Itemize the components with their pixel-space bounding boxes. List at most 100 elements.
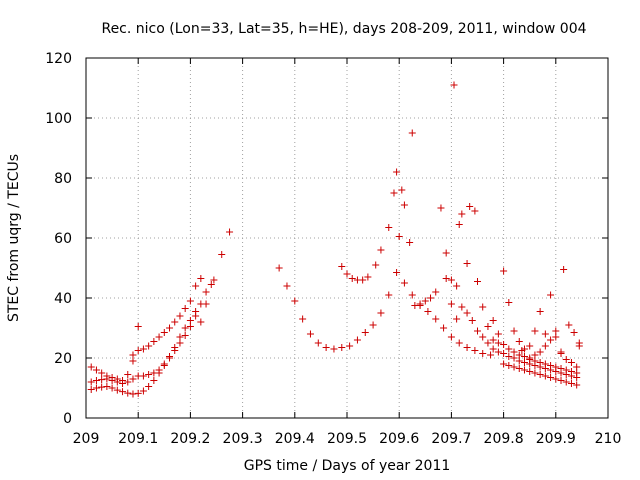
data-point <box>377 309 385 317</box>
data-point <box>536 359 544 366</box>
data-point <box>129 357 137 365</box>
data-point <box>531 357 539 365</box>
data-point <box>202 300 210 308</box>
data-point <box>330 345 338 353</box>
data-point <box>432 288 440 296</box>
data-point <box>98 369 106 377</box>
data-point <box>573 363 581 371</box>
data-point <box>453 315 461 323</box>
data-point <box>510 363 518 371</box>
x-tick-label: 209.3 <box>223 431 263 447</box>
data-point <box>489 317 497 324</box>
data-point <box>361 329 369 336</box>
data-point <box>541 372 549 380</box>
data-point <box>119 388 127 396</box>
data-point <box>322 344 330 351</box>
data-point <box>202 288 210 296</box>
data-point <box>369 321 377 329</box>
data-point <box>139 345 147 353</box>
data-point <box>346 342 354 350</box>
y-tick-label: 0 <box>63 411 72 427</box>
data-point <box>531 351 539 359</box>
data-point <box>406 239 414 246</box>
x-tick-label: 209.2 <box>170 431 210 447</box>
data-point <box>155 333 163 341</box>
data-point <box>520 366 528 374</box>
data-point <box>447 276 455 284</box>
data-point <box>124 378 132 386</box>
data-point <box>171 344 179 351</box>
data-point <box>166 324 174 332</box>
y-tick-label: 80 <box>54 171 72 187</box>
data-point <box>129 375 137 383</box>
data-point <box>562 378 570 386</box>
data-point <box>494 330 502 338</box>
data-point <box>134 323 142 330</box>
data-point <box>314 339 322 347</box>
data-point <box>283 282 291 290</box>
x-tick-label: 209.4 <box>275 431 315 447</box>
x-tick-label: 210 <box>595 431 622 447</box>
data-point <box>536 348 544 356</box>
data-point <box>408 129 416 137</box>
data-point <box>526 354 534 362</box>
data-point <box>108 374 116 381</box>
data-point <box>557 377 565 384</box>
data-point <box>479 333 487 341</box>
data-point <box>474 327 481 335</box>
data-point <box>565 321 573 329</box>
data-point <box>479 350 487 357</box>
data-point <box>197 318 205 326</box>
data-point <box>573 381 581 389</box>
data-point <box>421 297 429 305</box>
x-tick-label: 209.7 <box>431 431 471 447</box>
data-point <box>87 386 95 393</box>
y-tick-label: 120 <box>45 51 72 67</box>
data-point <box>113 386 121 394</box>
y-axis-label: STEC from uqrg / TECUs <box>6 154 22 322</box>
data-point <box>531 369 539 377</box>
data-point <box>150 369 158 377</box>
data-point <box>484 323 492 330</box>
data-point <box>547 362 555 369</box>
data-point <box>92 377 100 384</box>
data-point <box>526 342 534 350</box>
x-tick-label: 209.8 <box>484 431 524 447</box>
data-point <box>103 383 111 390</box>
data-point <box>134 347 142 354</box>
data-point <box>226 228 234 236</box>
data-point <box>124 389 132 397</box>
data-point <box>567 359 575 366</box>
data-points <box>87 81 583 398</box>
data-point <box>458 303 466 311</box>
data-point <box>192 308 200 315</box>
data-point <box>432 315 440 323</box>
data-point <box>557 365 565 372</box>
data-point <box>87 378 95 386</box>
data-point <box>275 264 283 272</box>
data-point <box>552 363 560 371</box>
data-point <box>474 278 481 285</box>
data-point <box>119 377 127 384</box>
y-tick-label: 60 <box>54 231 72 247</box>
data-point <box>92 366 100 374</box>
data-point <box>139 372 147 380</box>
data-point <box>400 201 408 209</box>
data-point <box>515 365 523 372</box>
data-point <box>442 275 450 282</box>
data-point <box>463 344 471 351</box>
x-tick-label: 209.5 <box>327 431 367 447</box>
data-point <box>575 342 583 350</box>
data-point <box>573 369 581 377</box>
axis-ticks: 209 209.1 209.2 209.3 209.4 209.5 209.6 209.7 20… <box>45 51 621 447</box>
data-point <box>447 300 455 308</box>
data-point <box>547 374 555 381</box>
data-point <box>494 339 502 347</box>
data-point <box>353 336 361 344</box>
chart-title: Rec. nico (Lon=33, Lat=35, h=HE), days 2… <box>101 21 586 37</box>
data-point <box>458 210 466 218</box>
data-point <box>306 330 314 338</box>
data-point <box>447 333 455 341</box>
data-point <box>181 332 189 339</box>
